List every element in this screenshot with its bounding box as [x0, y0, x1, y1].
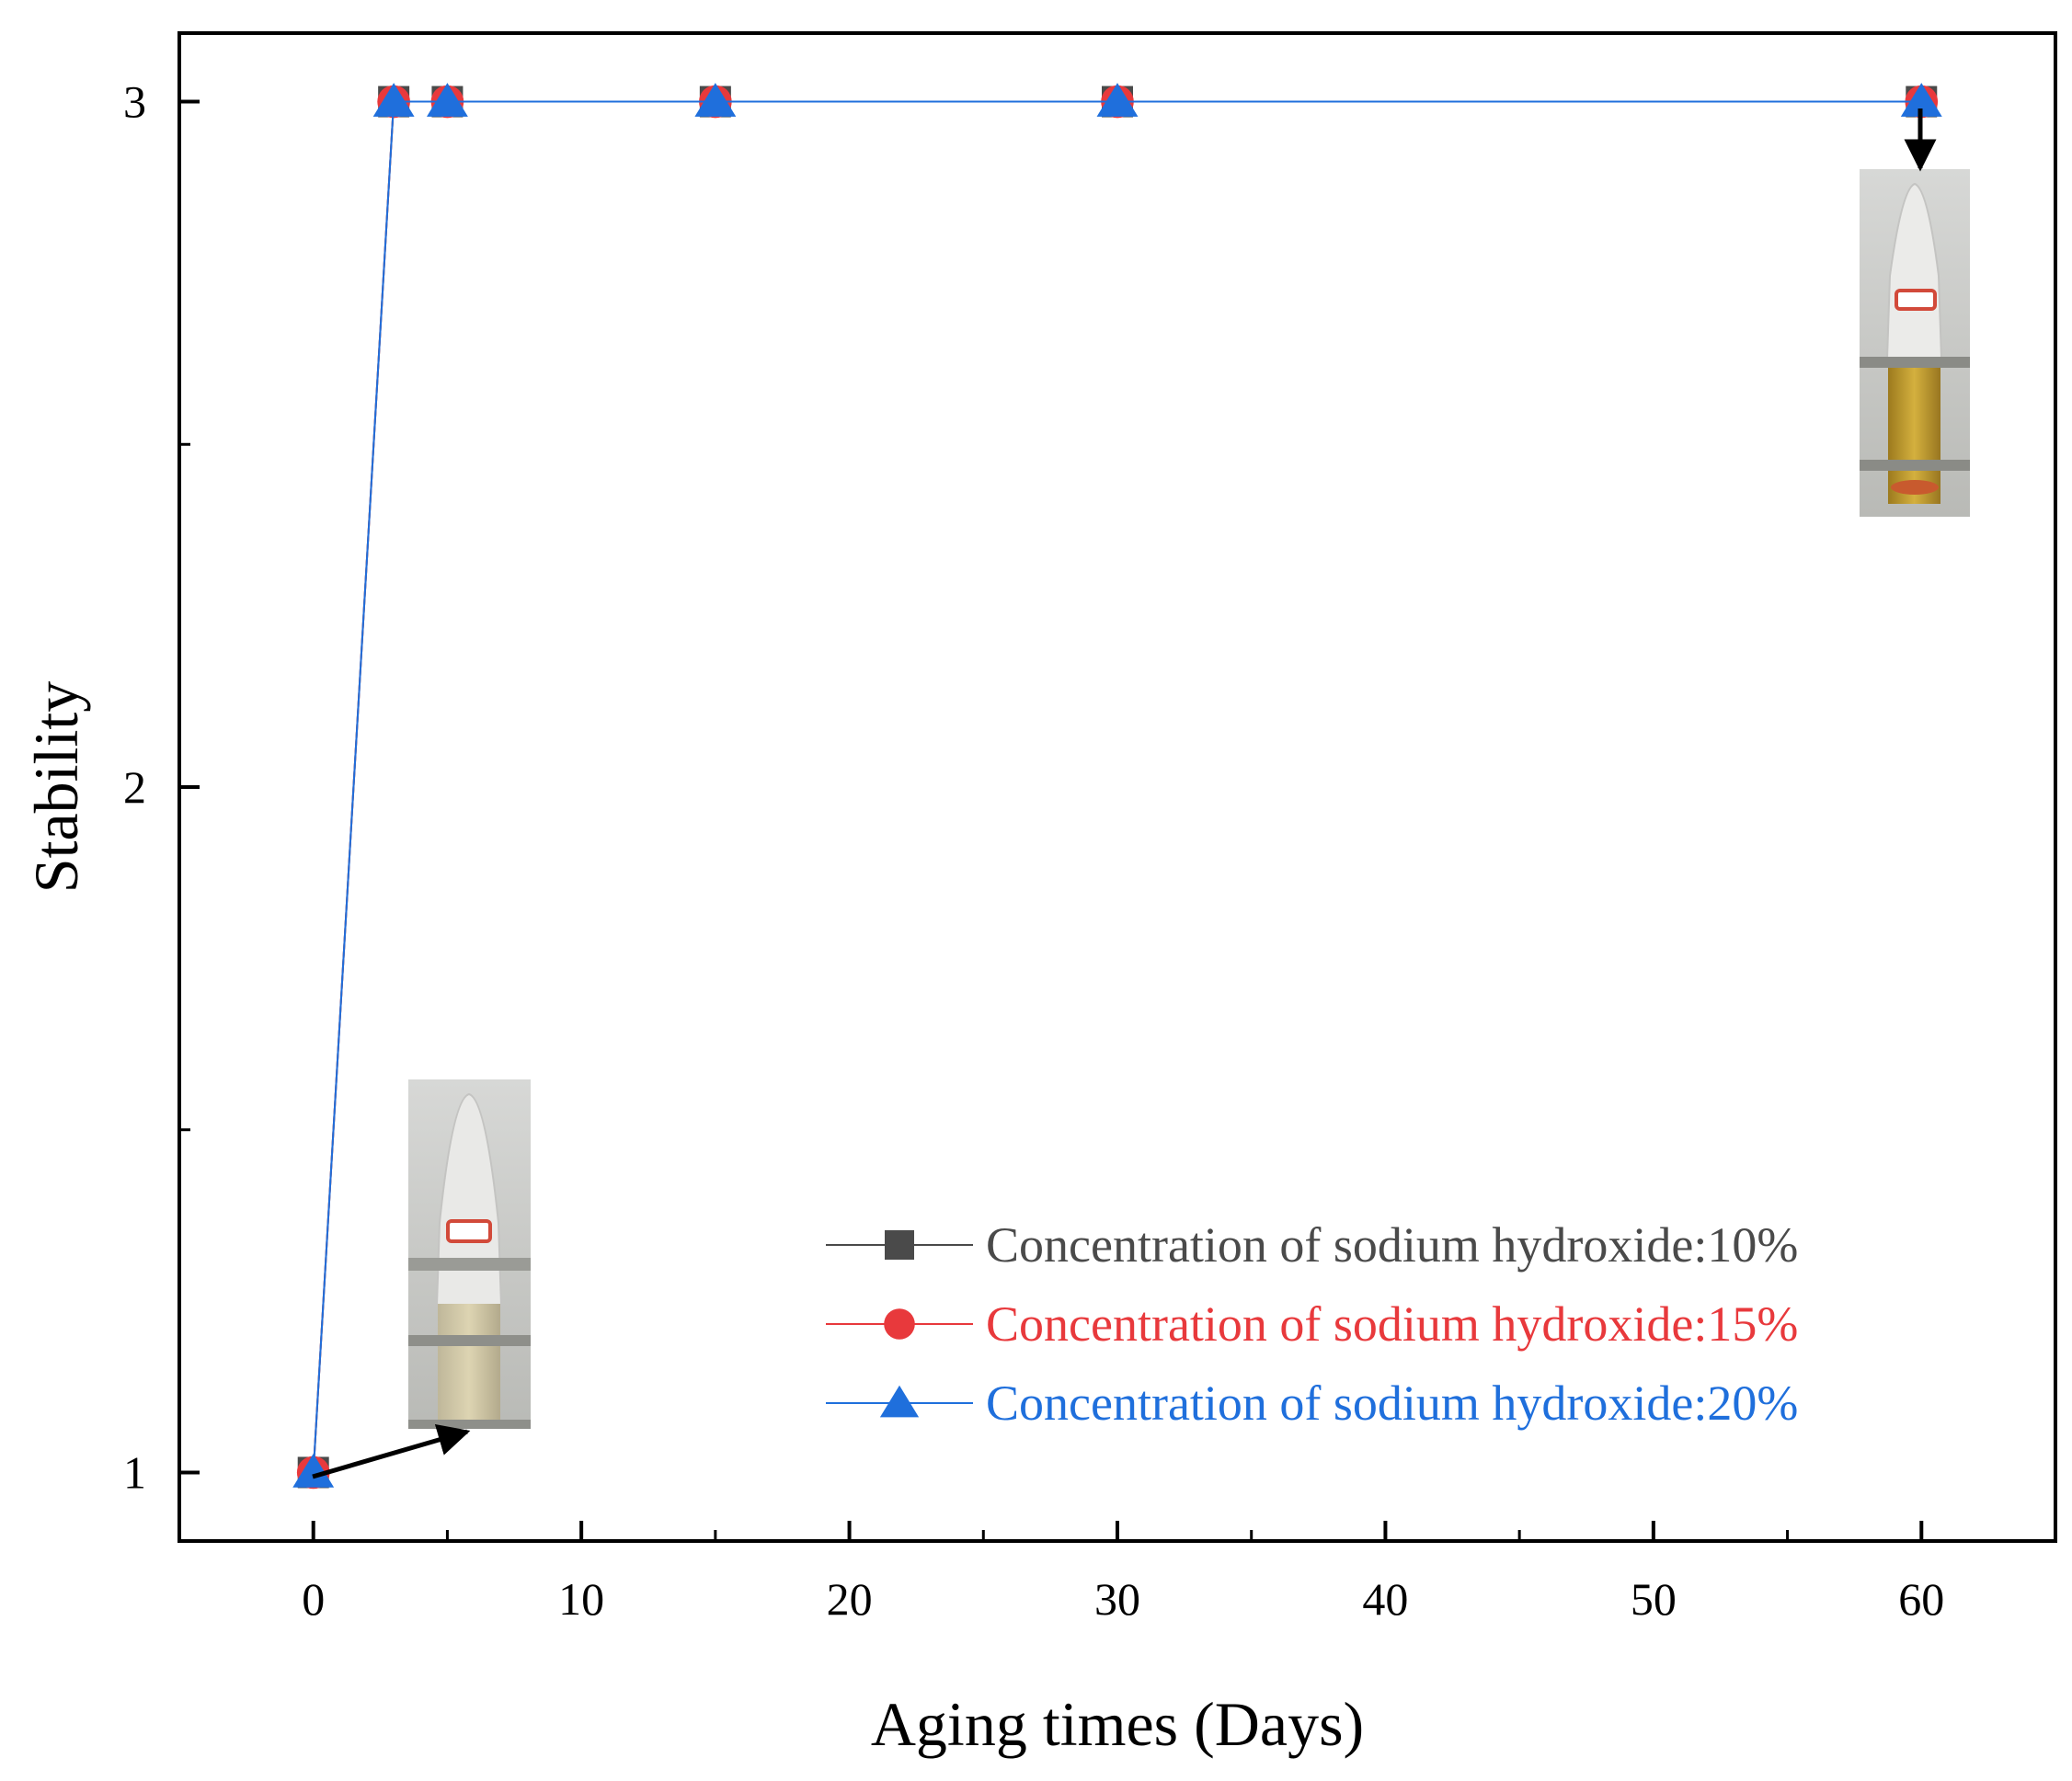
- day-0-sample-photo: [408, 1079, 531, 1429]
- series-1: [297, 86, 1938, 1489]
- x-tick-label: 20: [827, 1573, 873, 1625]
- legend-marker: [879, 1385, 920, 1418]
- x-axis: 0 10 20 30 40 50 60: [302, 1521, 1944, 1625]
- legend-marker: [884, 1308, 915, 1340]
- x-tick-label: 10: [558, 1573, 604, 1625]
- day-60-sample-photo: [1860, 169, 1970, 517]
- legend-entry: Concentration of sodium hydroxide:10%: [826, 1217, 1798, 1273]
- legend-marker: [885, 1230, 914, 1260]
- x-tick-label: 30: [1094, 1573, 1140, 1625]
- data-point: [694, 83, 737, 117]
- y-axis-title: Stability: [21, 681, 91, 893]
- y-tick-label: 1: [123, 1446, 146, 1498]
- data-point: [426, 83, 468, 117]
- y-axis: 1 2 3: [123, 76, 200, 1498]
- x-tick-label: 40: [1362, 1573, 1408, 1625]
- series-3: [292, 83, 1942, 1488]
- legend-entry: Concentration of sodium hydroxide:15%: [826, 1296, 1798, 1352]
- x-axis-title: Aging times (Days): [871, 1689, 1364, 1759]
- series-layer: [292, 83, 1942, 1490]
- data-point: [1096, 83, 1139, 117]
- legend-label: Concentration of sodium hydroxide:20%: [986, 1376, 1798, 1431]
- legend-entry: Concentration of sodium hydroxide:20%: [826, 1376, 1798, 1431]
- legend-label: Concentration of sodium hydroxide:15%: [986, 1296, 1798, 1352]
- series-2: [296, 85, 1939, 1490]
- data-point: [372, 83, 415, 117]
- day-0-arrow: [312, 1424, 471, 1479]
- y-tick-label: 2: [123, 761, 146, 813]
- y-tick-label: 3: [123, 76, 146, 128]
- x-tick-label: 60: [1898, 1573, 1944, 1625]
- data-point: [1900, 83, 1942, 117]
- series-line: [312, 100, 1922, 1473]
- x-tick-label: 50: [1631, 1573, 1677, 1625]
- x-tick-label: 0: [302, 1573, 325, 1625]
- legend-label: Concentration of sodium hydroxide:10%: [986, 1217, 1798, 1273]
- data-point: [292, 1454, 335, 1488]
- legend: Concentration of sodium hydroxide:10% Con…: [826, 1217, 1798, 1431]
